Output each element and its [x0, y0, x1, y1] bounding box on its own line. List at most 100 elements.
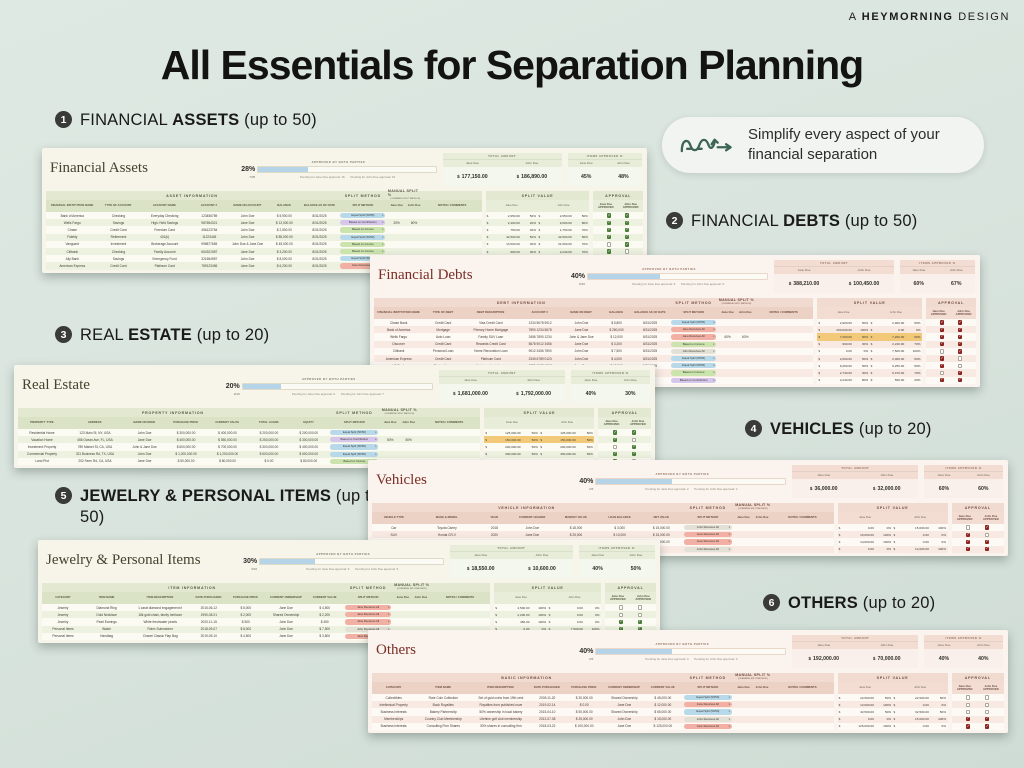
approval-checkbox[interactable]	[957, 341, 963, 347]
split-method-dropdown[interactable]: Equal Split (50/50)	[670, 363, 717, 369]
approval-checkbox[interactable]	[632, 430, 637, 435]
notes-cell	[423, 241, 482, 248]
split-method-dropdown[interactable]: Equal Split (50/50)	[670, 320, 717, 326]
split-method-dropdown[interactable]: John Receives All	[683, 716, 732, 722]
split-method-dropdown[interactable]: John Receives All	[344, 626, 392, 632]
approval-checkbox[interactable]	[632, 444, 637, 450]
approval-checkbox[interactable]	[607, 242, 612, 247]
approval-checkbox[interactable]	[625, 213, 630, 218]
split-method-dropdown[interactable]: John Receives All	[683, 546, 732, 552]
approval-checkbox[interactable]	[957, 377, 963, 383]
approval-checkbox[interactable]	[613, 444, 618, 450]
split-method-dropdown[interactable]: Jane Receives All	[683, 539, 732, 545]
approval-checkbox[interactable]	[939, 356, 945, 361]
approval-checkbox[interactable]	[966, 716, 971, 722]
approval-checkbox[interactable]	[957, 370, 963, 376]
approval-checkbox[interactable]	[966, 546, 971, 552]
split-method-dropdown[interactable]: Based on Income	[340, 248, 386, 255]
split-method-dropdown[interactable]: John Receives All	[683, 525, 732, 531]
approval-checkbox[interactable]	[985, 539, 990, 545]
approval-checkbox[interactable]	[619, 612, 624, 617]
split-method-dropdown[interactable]: John Receives All	[670, 348, 717, 354]
approval-checkbox[interactable]	[985, 695, 990, 700]
approval-checkbox[interactable]	[939, 363, 945, 368]
approval-checkbox[interactable]	[957, 327, 963, 332]
approval-checkbox[interactable]	[632, 451, 637, 457]
approval-checkbox[interactable]	[632, 437, 637, 442]
split-value-names-row: Jane Doe John Doe	[837, 512, 948, 524]
split-method-dropdown[interactable]: Based on Income	[340, 227, 386, 233]
approval-checkbox[interactable]	[619, 605, 624, 610]
split-method-dropdown[interactable]: Equal Split (50/50)	[340, 213, 386, 219]
split-method-dropdown[interactable]: Jane Receives All	[683, 702, 732, 708]
approval-checkbox[interactable]	[939, 341, 945, 347]
split-method-dropdown[interactable]: Equal Split (50/50)	[330, 444, 379, 450]
split-method-dropdown[interactable]: Based on Contribution	[330, 437, 379, 443]
approval-checkbox[interactable]	[619, 619, 624, 625]
approval-checkbox[interactable]	[625, 234, 630, 240]
approval-checkbox[interactable]	[957, 349, 963, 354]
split-method-dropdown[interactable]: Based on Income	[670, 341, 717, 347]
approval-checkbox[interactable]	[966, 532, 971, 537]
approval-checkbox[interactable]	[625, 220, 630, 225]
cell: $ 80,000.00	[219, 459, 236, 464]
approval-checkbox[interactable]	[966, 709, 971, 715]
approval-checkbox[interactable]	[613, 430, 618, 435]
split-method-dropdown[interactable]: Based on Contribution	[670, 377, 717, 383]
approval-checkbox[interactable]	[957, 334, 963, 340]
approval-checkbox[interactable]	[957, 356, 963, 361]
approval-checkbox[interactable]	[607, 213, 612, 218]
split-method-dropdown[interactable]: Jane Receives All	[344, 619, 392, 625]
split-method-dropdown[interactable]: Jane Receives All	[344, 605, 392, 611]
approval-checkbox[interactable]	[637, 626, 642, 632]
approval-checkbox[interactable]	[625, 227, 630, 233]
approval-checkbox[interactable]	[625, 249, 630, 254]
approval-checkbox[interactable]	[607, 234, 612, 240]
approval-checkbox[interactable]	[939, 370, 945, 376]
approval-checkbox[interactable]	[939, 320, 945, 325]
split-method-dropdown[interactable]: Based on Income	[670, 370, 717, 376]
approval-checkbox[interactable]	[637, 612, 642, 617]
split-method-dropdown[interactable]: Equal Split (50/50)	[670, 355, 717, 362]
approval-checkbox[interactable]	[939, 334, 945, 340]
split-method-dropdown[interactable]: Based on Income	[340, 241, 386, 247]
split-method-dropdown[interactable]: Jane Receives All	[683, 723, 732, 729]
split-method-dropdown[interactable]: Equal Split (50/50)	[683, 695, 732, 701]
approval-checkbox[interactable]	[966, 525, 971, 530]
split-method-dropdown[interactable]: Equal Split (50/50)	[330, 430, 379, 436]
split-method-dropdown[interactable]: Equal Split (50/50)	[683, 709, 732, 715]
approval-checkbox[interactable]	[939, 327, 945, 332]
approval-checkbox[interactable]	[607, 220, 612, 225]
split-method-dropdown[interactable]: Jane Receives All	[683, 532, 732, 538]
split-method-dropdown[interactable]: Jane Receives All	[670, 327, 717, 333]
approval-checkbox[interactable]	[966, 724, 971, 729]
approval-checkbox[interactable]	[957, 320, 963, 325]
approval-checkbox[interactable]	[985, 532, 990, 537]
approval-checkbox[interactable]	[985, 702, 990, 707]
approval-checkbox[interactable]	[637, 619, 642, 625]
approval-checkbox[interactable]	[966, 695, 971, 700]
approval-checkbox[interactable]	[966, 539, 971, 545]
split-method-dropdown[interactable]: Equal Split (50/50)	[340, 234, 386, 240]
split-method-dropdown[interactable]: Equal Split (50/50)	[330, 451, 379, 457]
split-method-dropdown[interactable]: Jane Receives All	[344, 612, 392, 618]
approval-checkbox[interactable]	[985, 525, 990, 530]
approval-checkbox[interactable]	[607, 227, 612, 233]
approval-checkbox[interactable]	[613, 437, 618, 442]
approval-checkbox[interactable]	[985, 716, 990, 722]
approval-checkbox[interactable]	[957, 363, 963, 368]
approval-checkbox[interactable]	[985, 724, 990, 729]
approval-checkbox[interactable]	[985, 546, 990, 552]
approval-checkbox[interactable]	[966, 702, 971, 707]
approval-checkbox[interactable]	[619, 626, 624, 632]
approval-checkbox[interactable]	[939, 377, 945, 383]
approval-checkbox[interactable]	[607, 249, 612, 254]
items-approved-amount: 60%	[913, 280, 924, 287]
approval-checkbox[interactable]	[939, 349, 945, 354]
approval-checkbox[interactable]	[637, 605, 642, 610]
approval-checkbox[interactable]	[985, 709, 990, 715]
split-method-dropdown[interactable]: Based on Contribution	[340, 220, 386, 226]
approval-checkbox[interactable]	[625, 242, 630, 247]
split-method-dropdown[interactable]: Jane Receives All	[670, 334, 717, 340]
approval-checkbox[interactable]	[613, 451, 618, 457]
